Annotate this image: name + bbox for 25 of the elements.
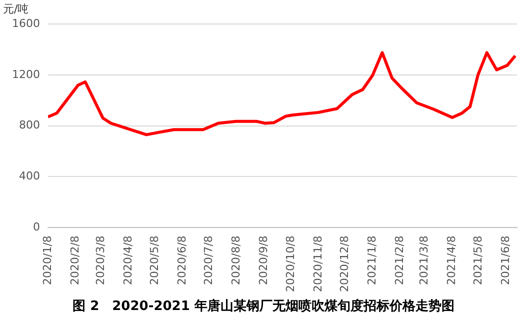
- y-tick-label: 1200: [12, 68, 40, 81]
- y-axis-title: 元/吨: [3, 2, 29, 16]
- x-tick-label: 2021/3/8: [418, 236, 431, 286]
- y-tick-label: 800: [18, 118, 40, 132]
- x-tick-label: 2020/9/8: [257, 236, 270, 286]
- x-tick-label: 2020/5/8: [148, 236, 162, 286]
- text: 图 2 2020-2021 年唐山某钢厂无烟喷吹煤旬度招标价格走势图: [72, 298, 456, 315]
- x-tick-label: 2021/6/8: [499, 236, 512, 286]
- x-tick-label: 2020/12/8: [338, 236, 351, 292]
- x-tick-label: 2020/7/8: [202, 236, 216, 286]
- x-tick-label: 2020/10/8: [284, 236, 297, 292]
- x-tick-label: 2020/4/8: [122, 236, 135, 286]
- x-tick-label: 2020/8/8: [230, 236, 243, 286]
- x-tick-label: 2020/2/8: [68, 236, 82, 286]
- x-tick-label: 2021/4/8: [445, 236, 458, 286]
- x-tick-label: 2020/6/8: [176, 236, 189, 286]
- y-tick-label: 400: [18, 170, 40, 183]
- y-tick-label: 0: [32, 220, 40, 234]
- y-tick-label: 1600: [12, 16, 40, 30]
- x-tick-label: 2021/5/8: [472, 236, 485, 286]
- x-tick-label: 2020/3/8: [94, 236, 108, 286]
- x-tick-label: 2021/1/8: [365, 236, 378, 286]
- x-tick-label: 2021/2/8: [392, 236, 406, 286]
- x-tick-label: 2020/1/8: [40, 236, 54, 286]
- x-tick-label: 2020/11/8: [311, 236, 324, 292]
